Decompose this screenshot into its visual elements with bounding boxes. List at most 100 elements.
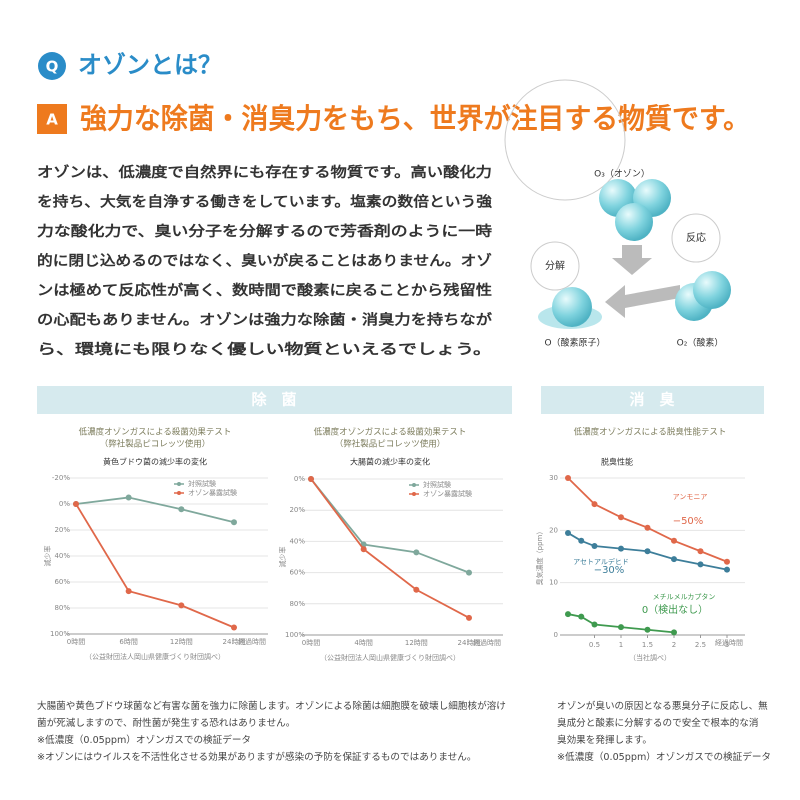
y-tick-label: 30	[549, 474, 558, 482]
point	[565, 529, 571, 536]
point	[671, 556, 677, 563]
bubble	[671, 213, 721, 263]
x-tick-label: 12時間	[405, 639, 428, 647]
legend-swatch	[412, 483, 416, 487]
footnote: ※低濃度（0.05ppm）オゾンガスでの検証データ	[557, 751, 771, 763]
point	[360, 546, 367, 553]
body-line: ンは極めて反応性が高く、数時間で酸素に戻ることから残留性	[37, 281, 492, 299]
chart-title: 低濃度オゾンガスによる殺菌効果テスト	[314, 427, 467, 438]
oxygen-label: O₂（酸素）	[677, 337, 724, 349]
series-line	[310, 478, 470, 619]
legend-label: 対照試験	[188, 479, 216, 488]
question: オゾンとは？	[78, 51, 222, 79]
footnote: オゾンが臭いの原因となる悪臭分子に反応し、無	[557, 700, 768, 712]
chart-subtitle: 黄色ブドウ菌の減少率の変化	[103, 457, 207, 467]
point	[308, 476, 314, 482]
legend-label: オゾン暴露試験	[188, 488, 237, 497]
y-tick-label: 20%	[54, 526, 70, 534]
point	[231, 519, 237, 526]
point	[413, 586, 420, 593]
y-tick-label: 0%	[294, 475, 305, 483]
point	[591, 501, 598, 508]
point	[178, 506, 185, 513]
body-line: を持ち、大気を自浄する働きをしています。塩素の数倍という強	[37, 193, 493, 211]
point	[466, 614, 472, 621]
body-line: ら、環境にも限りなく優しい物質といえるでしょう。	[37, 340, 492, 358]
ozone-label: O₃（オゾン）	[594, 169, 650, 180]
x-axis-label: 経過時間	[715, 638, 743, 647]
bg-circle	[504, 79, 626, 201]
point	[618, 545, 624, 552]
q-mark: Q	[46, 58, 59, 76]
bubble	[530, 241, 580, 291]
a-mark: A	[46, 111, 58, 129]
chart-subtitle: 脱臭性能	[601, 457, 633, 467]
annotation: −50%	[673, 516, 704, 527]
point	[125, 494, 132, 501]
body-line: 力な酸化力で、臭い分子を分解するので芳香剤のように一時	[37, 222, 493, 240]
chart-title: 低濃度オゾンガスによる脱臭性能テスト	[574, 427, 727, 438]
point	[644, 626, 651, 633]
legend-swatch	[177, 482, 181, 486]
y-tick-label: 60%	[54, 578, 70, 586]
series-line	[310, 478, 470, 574]
a-badge	[37, 104, 67, 134]
y-tick-label: 20%	[289, 506, 305, 514]
footnote: 菌が死滅しますので、耐性菌が発生する恐れはありません。	[37, 717, 295, 729]
section-bar	[37, 386, 512, 414]
y-tick-label: 80%	[289, 600, 305, 608]
point	[413, 549, 420, 556]
y-tick-label: 20	[549, 526, 558, 534]
chart-title: （弊社製品ピコレッツ使用）	[335, 439, 446, 450]
reaction-label: 反応	[686, 231, 706, 244]
legend-swatch	[412, 492, 416, 496]
y-tick-label: 100%	[285, 631, 305, 639]
footnote: 臭成分と酸素に分解するので安全で根本的な消	[557, 717, 758, 729]
x-tick-label: 12時間	[170, 638, 193, 646]
point	[73, 501, 79, 507]
point	[671, 629, 677, 636]
point	[231, 624, 237, 631]
y-tick-label: 80%	[54, 604, 70, 612]
point	[125, 588, 132, 595]
y-axis-label: 減少率	[278, 547, 287, 568]
annotation: アンモニア	[673, 493, 708, 501]
x-axis-label: 経過時間	[473, 638, 501, 647]
point	[697, 561, 704, 568]
x-tick-label: 0時間	[67, 638, 85, 646]
point	[671, 537, 677, 544]
x-tick-label: 1.5	[642, 641, 653, 649]
chart-note: （当社調べ）	[629, 653, 671, 662]
x-tick-label: 1	[619, 641, 623, 649]
y-axis-label: 減少率	[43, 546, 52, 567]
annotation: アセトアルデヒド	[573, 557, 629, 566]
chart-subtitle: 大腸菌の減少率の変化	[350, 457, 430, 467]
q-badge	[38, 52, 66, 80]
body-line: の心配もありません。オゾンは強力な除菌・消臭力を持ちなが	[37, 311, 493, 329]
point	[578, 537, 585, 544]
x-tick-label: 3	[725, 641, 729, 649]
atom	[693, 271, 731, 309]
x-tick-label: 2.5	[695, 641, 706, 649]
point	[724, 558, 730, 565]
footnote: 臭効果を発揮します。	[557, 734, 652, 746]
x-tick-label: 24時間	[458, 639, 481, 647]
footnote: ※オゾンにはウイルスを不活性化させる効果がありますが感染の予防を保証するものでは…	[37, 751, 476, 763]
point	[618, 514, 624, 521]
chart-note: （公益財団法人岡山県健康づくり財団調べ）	[320, 653, 460, 662]
annotation: メチルメルカプタン	[653, 592, 716, 601]
point	[565, 611, 571, 618]
y-tick-label: 40%	[289, 537, 305, 545]
y-tick-label: 40%	[54, 552, 70, 560]
footnote: 大腸菌や黄色ブドウ球菌など有害な菌を強力に除菌します。オゾンによる除菌は細胞膜を…	[37, 700, 506, 712]
footnote: ※低濃度（0.05ppm）オゾンガスでの検証データ	[37, 734, 251, 746]
point	[565, 475, 571, 481]
ozone-diagram: O₃（オゾン） 反応 分解 O（酸素原子） O₂（酸素）	[504, 79, 731, 349]
y-tick-label: 0	[554, 631, 558, 639]
point	[578, 613, 585, 620]
y-tick-label: -20%	[52, 474, 70, 482]
point	[591, 621, 598, 628]
chart-title: 低濃度オゾンガスによる殺菌効果テスト	[79, 427, 232, 438]
point	[724, 566, 730, 573]
